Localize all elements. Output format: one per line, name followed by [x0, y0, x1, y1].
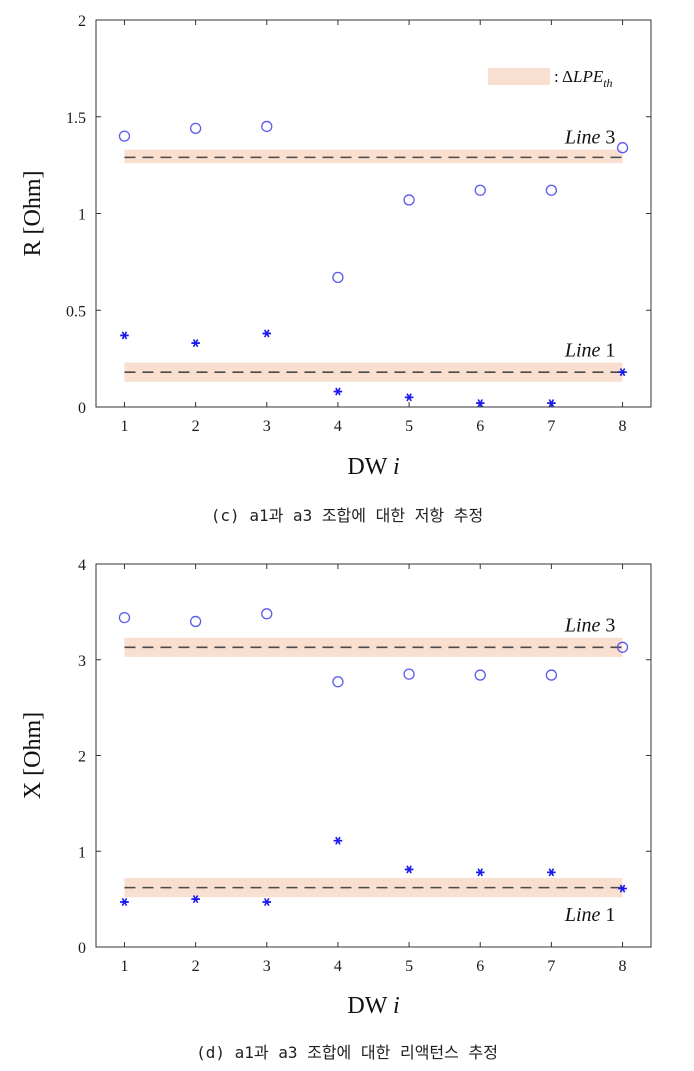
data-point-asterisk — [120, 897, 129, 907]
data-point-asterisk — [476, 399, 485, 408]
x-axis-label-var: i — [393, 993, 400, 1019]
data-point-asterisk — [618, 368, 627, 377]
legend-subscript: th — [603, 76, 612, 90]
x-axis-label-word: DW — [347, 454, 393, 480]
legend-swatch — [488, 68, 550, 85]
y-axis-label: R [Ohm] — [20, 171, 46, 257]
data-point-asterisk — [547, 868, 556, 877]
line-label-word: Line — [564, 339, 601, 361]
line-label-number: 3 — [600, 127, 615, 149]
x-axis-label: DW i — [347, 454, 399, 480]
data-point-asterisk — [404, 393, 414, 402]
data-point-circle — [616, 142, 629, 154]
y-tick-label: 1.5 — [66, 110, 86, 127]
x-tick-label: 7 — [547, 418, 555, 435]
data-point-circle — [189, 615, 202, 628]
y-tick-label: 0.5 — [66, 303, 86, 320]
line-label-word: Line — [564, 904, 601, 926]
data-point-asterisk — [191, 895, 200, 904]
data-point-circle — [118, 611, 131, 624]
x-tick-label: 5 — [405, 418, 413, 435]
data-point-asterisk — [262, 329, 271, 338]
x-tick-label: 6 — [476, 958, 484, 975]
data-point-asterisk — [404, 865, 414, 874]
line-label-word: Line — [564, 127, 601, 149]
x-tick-label: 2 — [192, 418, 200, 435]
x-tick-label: 7 — [547, 958, 555, 975]
threshold-band — [124, 362, 623, 382]
data-point-circle — [616, 641, 629, 653]
y-axis-label: X [Ohm] — [20, 712, 46, 799]
y-tick-label: 1 — [78, 844, 86, 861]
x-tick-label: 8 — [619, 418, 627, 435]
x-axis-label: DW i — [347, 993, 399, 1019]
x-tick-label: 8 — [619, 958, 627, 975]
data-point-circle — [474, 669, 486, 681]
line-label-number: 1 — [600, 904, 615, 926]
line-label: Line 3 — [564, 615, 616, 637]
line-label-word: Line — [564, 615, 601, 637]
data-point-circle — [474, 184, 486, 196]
data-point-asterisk — [262, 897, 271, 907]
y-tick-label: 4 — [78, 557, 86, 574]
data-point-asterisk — [191, 339, 200, 348]
x-tick-label: 4 — [334, 418, 342, 435]
x-tick-label: 4 — [334, 958, 342, 975]
x-tick-label: 3 — [263, 958, 271, 975]
data-point-circle — [118, 130, 131, 142]
data-point-circle — [403, 194, 415, 206]
data-point-circle — [261, 120, 273, 133]
data-point-circle — [403, 668, 415, 680]
data-point-asterisk — [618, 884, 627, 893]
x-tick-label: 3 — [263, 418, 271, 435]
data-point-asterisk — [476, 868, 485, 877]
line-label-number: 1 — [600, 339, 615, 361]
data-point-circle — [189, 122, 202, 135]
figure-caption: (d) a1과 a3 조합에 대한 리액턴스 추정 — [196, 1043, 498, 1062]
x-tick-label: 5 — [405, 958, 413, 975]
threshold-band — [124, 149, 623, 164]
data-point-asterisk — [120, 331, 129, 340]
line-label: Line 1 — [564, 339, 616, 361]
data-point-circle — [332, 271, 344, 284]
x-axis-label-var: i — [393, 454, 400, 480]
y-tick-label: 2 — [78, 749, 86, 766]
y-tick-label: 0 — [78, 400, 86, 417]
x-tick-label: 2 — [192, 958, 200, 975]
x-tick-label: 1 — [120, 958, 128, 975]
y-tick-label: 2 — [78, 13, 86, 30]
threshold-band — [124, 637, 623, 657]
legend-label: : ΔLPEth — [554, 67, 613, 90]
data-point-asterisk — [333, 387, 343, 396]
data-point-circle — [545, 184, 558, 196]
line-label: Line 3 — [564, 127, 616, 149]
x-tick-label: 1 — [120, 418, 128, 435]
y-tick-label: 3 — [78, 653, 86, 670]
legend-lpe: LPE — [572, 67, 604, 86]
legend-prefix: : — [554, 67, 562, 86]
data-point-circle — [545, 669, 558, 681]
data-point-asterisk — [333, 836, 343, 845]
figure-caption: (c) a1과 a3 조합에 대한 저항 추정 — [211, 506, 483, 525]
data-point-circle — [261, 608, 273, 620]
x-tick-label: 6 — [476, 418, 484, 435]
data-point-circle — [332, 676, 344, 688]
line-label-number: 3 — [600, 615, 615, 637]
x-axis-label-word: DW — [347, 993, 393, 1019]
legend-delta: Δ — [562, 67, 573, 86]
y-tick-label: 0 — [78, 940, 86, 957]
plot-frame — [95, 19, 652, 408]
threshold-band — [124, 878, 623, 898]
line-label: Line 1 — [564, 904, 616, 926]
data-point-asterisk — [547, 399, 556, 408]
y-tick-label: 1 — [78, 207, 86, 224]
